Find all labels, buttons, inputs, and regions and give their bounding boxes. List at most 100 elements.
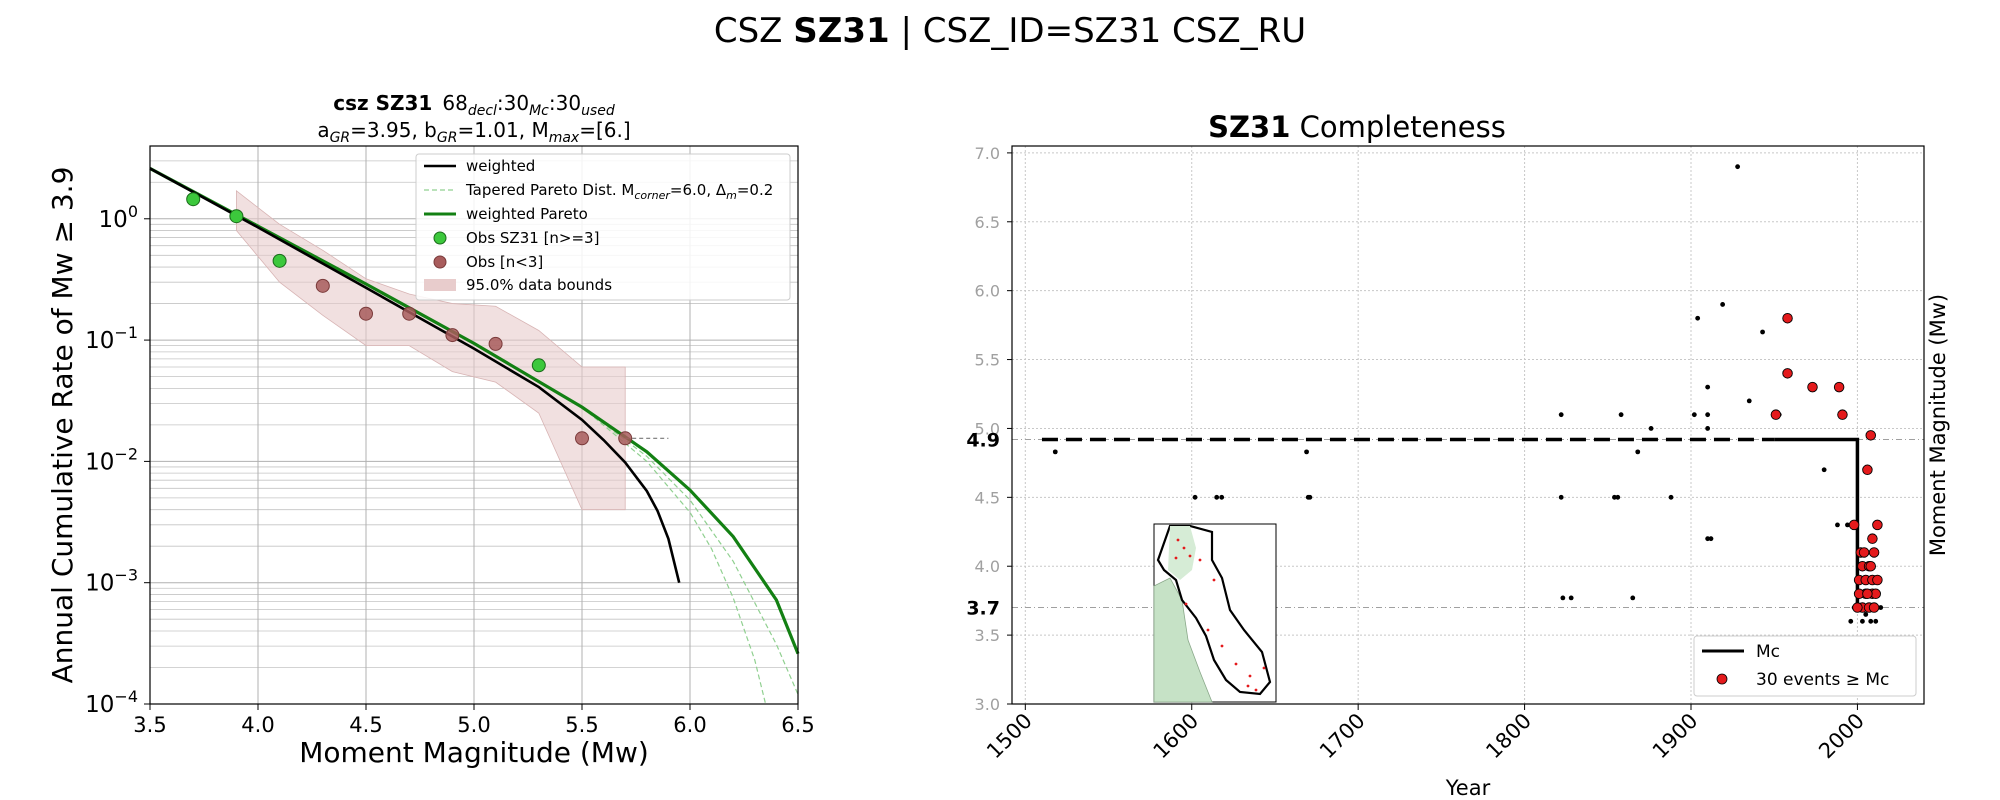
catalog-event-dot	[1648, 426, 1654, 431]
left-x-tick-label: 4.5	[349, 713, 382, 737]
catalog-event-dot	[1835, 522, 1840, 528]
event-above-mc	[1782, 368, 1793, 379]
catalog-event-dot	[1214, 494, 1220, 500]
catalog-event-dot	[1868, 618, 1874, 624]
right-mc-reference-lines	[1012, 438, 1924, 609]
left-points-layer	[186, 192, 633, 446]
left-y-tick-label: 100	[99, 202, 138, 233]
left-y-tick-label: 10−2	[85, 444, 138, 475]
right-x-tick-label: 2000	[1814, 709, 1869, 764]
catalog-event-dot	[1705, 384, 1711, 390]
legend-label-weighted: weighted	[466, 157, 535, 175]
obs-main-point	[186, 192, 201, 207]
event-above-mc	[1865, 560, 1876, 572]
right-plot-frame	[1011, 145, 1925, 705]
left-y-tick-label: 10−4	[85, 687, 138, 718]
tapered-pareto-line	[581, 406, 799, 695]
mc-value-label: 3.7	[966, 598, 1000, 620]
catalog-event-dot	[1705, 536, 1711, 542]
right-legend-box	[1693, 635, 1917, 697]
left-lines-layer	[149, 167, 800, 705]
legend-label-events: 30 events ≥ Mc	[1756, 670, 1889, 690]
catalog-event-dot	[1618, 412, 1624, 418]
right-red-events	[1770, 312, 1883, 613]
left-x-tick-label: 5.5	[565, 713, 598, 737]
catalog-event-dot	[1705, 426, 1711, 431]
completeness-chart: 1500 1600 1700 1800 1900 2000 3.0 3.5 4.0 4.5 5.0…	[966, 110, 1950, 800]
right-x-tick-label: 1800	[1481, 709, 1536, 764]
obs-few-point	[315, 278, 330, 293]
catalog-event-dot	[1821, 467, 1827, 473]
left-x-tick-label: 6.5	[781, 713, 814, 737]
obs-main-point	[229, 209, 244, 224]
obs-few-point	[402, 306, 417, 321]
right-grid	[1012, 146, 1924, 705]
right-y-ticks: 3.0 3.5 4.0 4.5 5.0 5.5 6.0 6.5 7.0	[975, 144, 1012, 714]
tapered-pareto-line	[581, 406, 767, 705]
catalog-event-dot	[1630, 595, 1636, 601]
event-above-mc	[1770, 409, 1782, 420]
legend-swatch-events	[1716, 673, 1728, 685]
left-title-line1: csz SZ31 68decl:30Mc:30used	[333, 91, 615, 119]
catalog-event-dot	[1307, 494, 1313, 500]
legend-swatch-obs-few	[433, 255, 447, 269]
right-y-tick-label: 7.0	[975, 144, 1000, 163]
catalog-event-dot	[1612, 494, 1617, 500]
event-above-mc	[1833, 381, 1845, 393]
catalog-event-dot	[1708, 536, 1714, 542]
legend-label-obs-main: Obs SZ31 [n>=3]	[466, 229, 599, 247]
event-above-mc	[1872, 574, 1883, 586]
left-x-tick-label: 5.0	[457, 713, 490, 737]
catalog-event-dot	[1219, 494, 1225, 500]
left-x-tick-label: 3.5	[133, 713, 166, 737]
right-x-tick-label: 1500	[982, 709, 1037, 764]
catalog-event-dot	[1760, 329, 1765, 335]
catalog-event-dot	[1845, 522, 1850, 528]
right-y-tick-label: 4.5	[975, 488, 1000, 507]
weighted-pareto-line	[149, 167, 800, 655]
inset-map	[1153, 523, 1277, 703]
catalog-event-dot	[1568, 595, 1574, 601]
gr-rate-chart: 3.5 4.0 4.5 5.0 5.5 6.0 6.5 100 10−1 10−2 10−3 10−…	[46, 91, 815, 769]
right-y-tick-label: 5.0	[975, 419, 1000, 438]
inset-map-event-dots	[1174, 538, 1266, 692]
inset-map-land	[1153, 577, 1213, 703]
left-y-ticks: 100 10−1 10−2 10−3 10−4	[85, 202, 150, 718]
event-above-mc	[1807, 381, 1818, 393]
catalog-event-dot	[1691, 412, 1697, 418]
right-mc-labels: 4.9 3.7	[966, 429, 1000, 619]
catalog-event-dot	[1735, 164, 1741, 170]
obs-few-point	[359, 306, 373, 321]
catalog-event-dot	[1848, 618, 1854, 624]
right-x-ticks: 1500 1600 1700 1800 1900 2000	[982, 704, 1869, 763]
catalog-event-dot	[1873, 618, 1879, 624]
legend-label-pareto: weighted Pareto	[466, 205, 588, 223]
legend-label-obs-few: Obs [n<3]	[466, 253, 543, 271]
obs-main-point	[272, 253, 287, 268]
catalog-event-dot	[1720, 302, 1726, 307]
right-title: SZ31 Completeness	[1208, 110, 1506, 144]
right-y-axis-label: Moment Magnitude (Mw)	[1926, 294, 1950, 556]
obs-few-point	[575, 431, 589, 446]
catalog-event-dot	[1695, 315, 1701, 321]
event-above-mc	[1862, 588, 1873, 600]
catalog-event-dot	[1560, 595, 1566, 601]
event-above-mc	[1867, 533, 1878, 544]
catalog-event-dot	[1635, 449, 1641, 455]
event-above-mc	[1872, 519, 1883, 531]
event-above-mc	[1865, 430, 1876, 441]
inset-map-shade	[1168, 526, 1196, 580]
legend-swatch-obs-main	[433, 231, 447, 245]
right-x-tick-label: 1900	[1648, 709, 1703, 764]
legend-label-mc: Mc	[1756, 642, 1780, 662]
event-above-mc	[1862, 464, 1873, 476]
obs-few-point	[445, 328, 460, 343]
legend-label-bounds: 95.0% data bounds	[466, 276, 612, 294]
legend-label-tapered: Tapered Pareto Dist. Mcorner=6.0, Δm=0.2	[465, 181, 773, 202]
weighted-line	[149, 167, 681, 584]
catalog-event-dot	[1558, 412, 1564, 418]
catalog-event-dot	[1860, 618, 1865, 624]
left-legend-box	[415, 153, 791, 301]
figure-title: CSZ SZ31 | CSZ_ID=SZ31 CSZ_RU	[714, 11, 1306, 51]
